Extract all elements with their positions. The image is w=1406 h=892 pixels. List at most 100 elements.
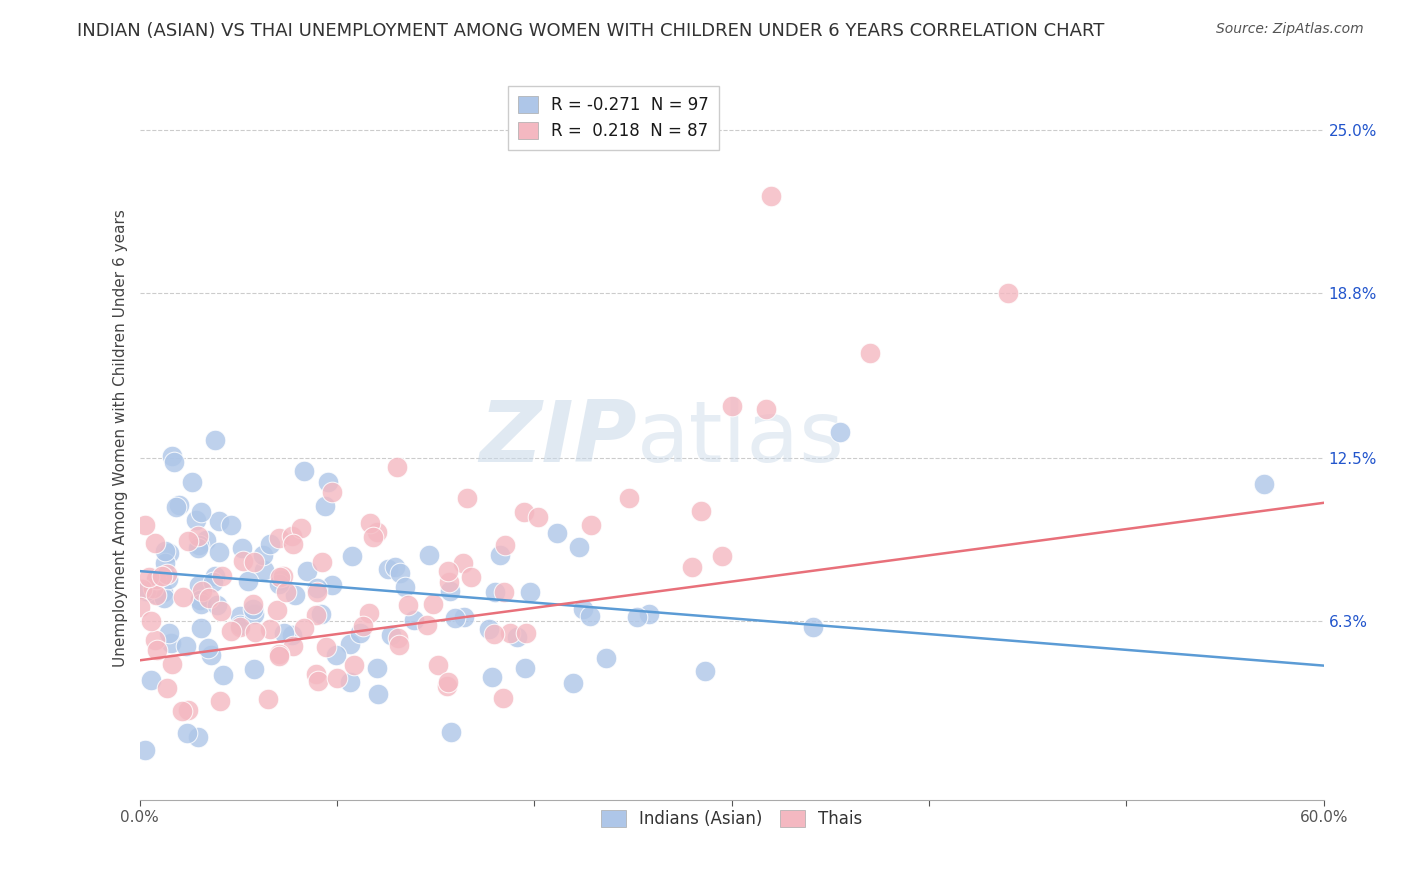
Point <box>482 627 505 641</box>
Point <box>180 475 202 489</box>
Point <box>571 601 593 615</box>
Point <box>314 500 336 514</box>
Point <box>165 500 187 514</box>
Point <box>513 505 536 519</box>
Point <box>159 636 181 650</box>
Point <box>451 556 474 570</box>
Point <box>690 504 713 518</box>
Point <box>229 617 252 632</box>
Point <box>754 401 776 416</box>
Point <box>191 583 214 598</box>
Point <box>387 632 409 646</box>
Point <box>859 346 882 360</box>
Point <box>281 537 304 551</box>
Point <box>188 538 211 552</box>
Point <box>211 668 233 682</box>
Point <box>152 585 174 599</box>
Point <box>307 674 329 689</box>
Point <box>232 554 254 568</box>
Point <box>187 529 209 543</box>
Point <box>478 622 501 636</box>
Point <box>184 513 207 527</box>
Point <box>245 625 267 640</box>
Point <box>997 285 1019 300</box>
Point <box>162 449 184 463</box>
Point <box>342 549 364 563</box>
Point <box>204 434 226 448</box>
Point <box>231 541 253 555</box>
Point <box>145 573 167 587</box>
Point <box>389 566 412 581</box>
Point <box>209 603 232 617</box>
Point <box>202 574 225 589</box>
Point <box>506 631 529 645</box>
Point <box>146 643 169 657</box>
Point <box>326 671 349 685</box>
Point <box>339 637 361 651</box>
Point <box>494 585 516 599</box>
Point <box>142 581 165 595</box>
Point <box>489 549 512 563</box>
Point <box>259 537 281 551</box>
Point <box>243 555 266 569</box>
Point <box>177 533 200 548</box>
Point <box>515 625 537 640</box>
Point <box>444 610 467 624</box>
Legend: Indians (Asian), Thais: Indians (Asian), Thais <box>595 803 869 835</box>
Point <box>290 521 312 535</box>
Point <box>339 675 361 690</box>
Point <box>422 597 444 611</box>
Point <box>321 578 343 592</box>
Point <box>163 454 186 468</box>
Point <box>150 569 173 583</box>
Point <box>426 657 449 672</box>
Point <box>281 640 304 654</box>
Point <box>236 574 259 588</box>
Point <box>259 622 281 636</box>
Point <box>1253 477 1275 491</box>
Point <box>325 648 347 662</box>
Point <box>380 628 402 642</box>
Point <box>311 556 333 570</box>
Point <box>439 583 461 598</box>
Point <box>711 549 734 564</box>
Point <box>367 686 389 700</box>
Point <box>359 606 381 620</box>
Point <box>188 577 211 591</box>
Point <box>305 666 328 681</box>
Point <box>377 562 399 576</box>
Point <box>626 610 648 624</box>
Point <box>387 459 409 474</box>
Point <box>205 598 228 612</box>
Point <box>366 524 388 539</box>
Point <box>546 526 568 541</box>
Point <box>568 540 591 554</box>
Point <box>200 648 222 662</box>
Point <box>208 545 231 559</box>
Point <box>456 491 478 505</box>
Point <box>578 609 600 624</box>
Point <box>204 569 226 583</box>
Point <box>253 563 276 577</box>
Point <box>318 475 340 490</box>
Point <box>681 559 703 574</box>
Point <box>595 651 617 665</box>
Point <box>638 607 661 622</box>
Point <box>145 587 167 601</box>
Point <box>188 593 211 607</box>
Point <box>190 505 212 519</box>
Point <box>343 658 366 673</box>
Point <box>177 703 200 717</box>
Point <box>270 573 292 587</box>
Point <box>269 570 291 584</box>
Point <box>315 640 337 654</box>
Point <box>404 613 426 627</box>
Point <box>352 619 374 633</box>
Point <box>156 567 179 582</box>
Point <box>207 514 229 528</box>
Point <box>394 580 416 594</box>
Point <box>283 588 305 602</box>
Point <box>281 529 304 543</box>
Point <box>128 600 150 615</box>
Point <box>492 690 515 705</box>
